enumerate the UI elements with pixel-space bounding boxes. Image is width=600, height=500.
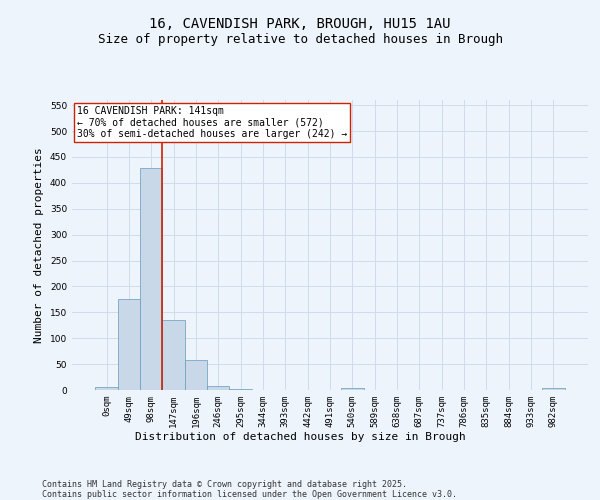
Text: 16, CAVENDISH PARK, BROUGH, HU15 1AU: 16, CAVENDISH PARK, BROUGH, HU15 1AU [149,18,451,32]
Bar [341,388,364,390]
Bar [95,388,118,390]
Text: Contains HM Land Registry data © Crown copyright and database right 2025.
Contai: Contains HM Land Registry data © Crown c… [42,480,457,500]
Bar [207,386,229,390]
Bar [140,168,163,390]
Text: Size of property relative to detached houses in Brough: Size of property relative to detached ho… [97,32,503,46]
Bar [542,388,565,390]
Text: 16 CAVENDISH PARK: 141sqm
← 70% of detached houses are smaller (572)
30% of semi: 16 CAVENDISH PARK: 141sqm ← 70% of detac… [77,106,347,139]
Bar [118,299,140,390]
Text: Distribution of detached houses by size in Brough: Distribution of detached houses by size … [134,432,466,442]
Bar [185,360,207,390]
Y-axis label: Number of detached properties: Number of detached properties [34,147,44,343]
Bar [163,320,185,390]
